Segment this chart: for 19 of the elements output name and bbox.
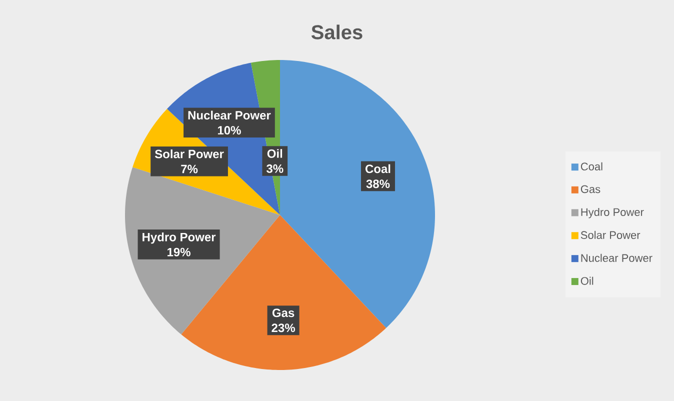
data-label: 38% [366, 180, 390, 188]
legend-label: Oil [580, 276, 594, 285]
data-label: 3% [266, 164, 284, 173]
legend-label: Coal [580, 162, 602, 170]
slice-label: Oil [267, 149, 282, 158]
slice-label: Coal [366, 164, 390, 174]
slice-label: Solar Power [154, 149, 224, 158]
legend-label: Nuclear Power [581, 254, 652, 262]
data-label: 7% [181, 164, 198, 174]
legend-label: Hydro Power [581, 208, 644, 218]
data-label: 10% [218, 126, 241, 135]
legend-label: Solar Power [580, 230, 640, 239]
legend-label: Gas [580, 185, 600, 194]
data-label: 23% [272, 324, 296, 332]
slice-label: Nuclear Power [188, 110, 271, 120]
slice-label: Hydro Power [142, 232, 216, 244]
slice-label: Gas [272, 308, 294, 318]
chart-title: Sales [311, 24, 362, 40]
data-label: 19% [168, 248, 190, 256]
